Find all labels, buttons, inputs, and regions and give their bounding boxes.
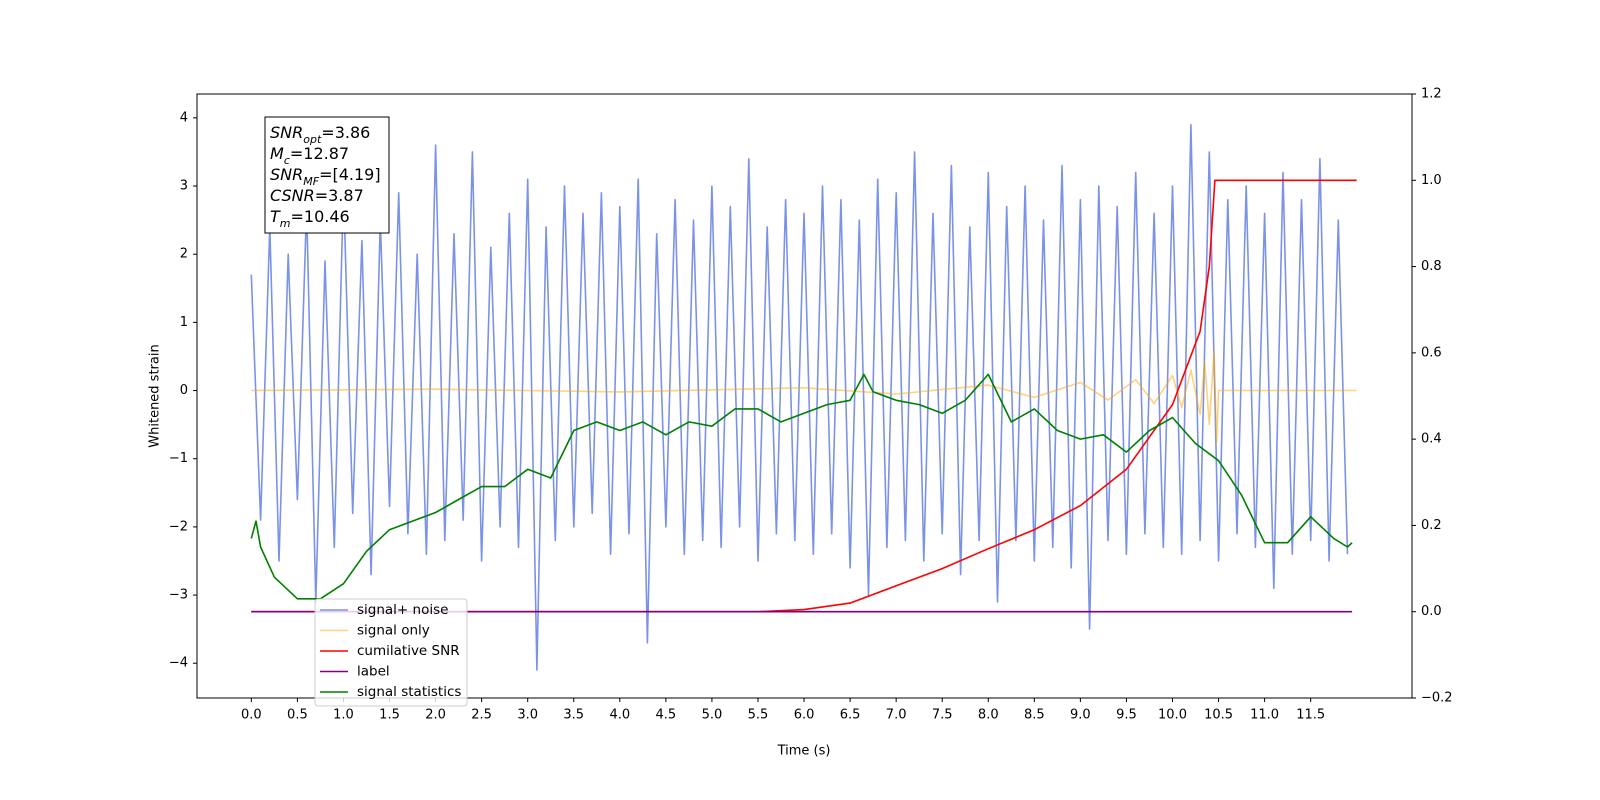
x-tick-label: 9.0 xyxy=(1070,708,1091,723)
annotation-value: =[4.19] xyxy=(319,165,381,184)
y-tick-label: 1 xyxy=(180,315,188,330)
x-tick-label: 9.5 xyxy=(1116,708,1137,723)
annotation: CSNR=3.87 xyxy=(270,186,364,205)
annotation-subscript: m xyxy=(280,217,291,230)
x-tick-label: 4.5 xyxy=(656,708,677,723)
x-tick-label: 1.0 xyxy=(333,708,354,723)
y-tick-label: 0 xyxy=(180,383,188,398)
series-line xyxy=(251,350,1357,443)
x-tick-label: 11.0 xyxy=(1250,708,1279,723)
x-tick-label: 6.5 xyxy=(840,708,861,723)
annotation: SNRopt=3.86 xyxy=(270,123,370,146)
y-tick-label: −4 xyxy=(169,656,188,671)
y-tick-label: 4 xyxy=(180,110,188,125)
annotation-subscript: opt xyxy=(303,133,322,146)
annotation-subscript: MF xyxy=(303,175,319,188)
legend-label: cumilative SNR xyxy=(357,643,460,659)
annotation-symbol: M xyxy=(270,144,284,163)
legend-label: signal+ noise xyxy=(357,602,448,618)
annotation: Mc=12.87 xyxy=(270,144,349,167)
x-tick-label: 5.0 xyxy=(702,708,723,723)
y2-tick-label: 1.0 xyxy=(1421,173,1442,188)
annotation-value: =3.86 xyxy=(321,123,370,142)
x-tick-label: 10.0 xyxy=(1158,708,1187,723)
annotation-symbol: SNR xyxy=(270,165,303,184)
y-tick-label: 2 xyxy=(180,247,188,262)
annotation: SNRMF=[4.19] xyxy=(270,165,381,188)
annotation: Tm=10.46 xyxy=(270,207,350,230)
y2-tick-label: 0.0 xyxy=(1421,604,1442,619)
x-tick-label: 0.0 xyxy=(241,708,262,723)
x-tick-label: 2.5 xyxy=(471,708,492,723)
x-tick-label: 3.0 xyxy=(517,708,538,723)
series-line xyxy=(250,373,1353,600)
x-tick-label: 7.0 xyxy=(886,708,907,723)
annotation-box xyxy=(264,116,390,234)
x-tick-label: 11.5 xyxy=(1296,708,1325,723)
annotation-symbol: SNR xyxy=(270,123,303,142)
y2-tick-label: 0.4 xyxy=(1421,432,1442,447)
x-tick-label: 4.0 xyxy=(609,708,630,723)
annotation-symbol: CSNR xyxy=(270,186,315,205)
y-tick-label: 3 xyxy=(180,179,188,194)
x-axis-label: Time (s) xyxy=(777,744,831,759)
legend-label: signal only xyxy=(357,623,430,639)
y2-tick-label: 0.2 xyxy=(1421,518,1442,533)
y2-tick-label: 0.8 xyxy=(1421,259,1442,274)
x-tick-label: 7.5 xyxy=(932,708,953,723)
legend-box xyxy=(314,598,468,707)
legend-label: label xyxy=(357,664,390,680)
x-tick-label: 5.5 xyxy=(748,708,769,723)
y-axis-label: Whitened strain xyxy=(148,344,163,447)
y2-tick-label: 0.6 xyxy=(1421,345,1442,360)
annotation-value: =10.46 xyxy=(291,207,350,226)
x-tick-label: 2.0 xyxy=(425,708,446,723)
x-tick-label: 0.5 xyxy=(287,708,308,723)
x-tick-label: 6.0 xyxy=(794,708,815,723)
series-line xyxy=(250,123,1349,671)
x-tick-label: 1.5 xyxy=(379,708,400,723)
annotation-value: =3.87 xyxy=(315,186,364,205)
legend-label: signal statistics xyxy=(357,684,461,700)
x-tick-label: 8.0 xyxy=(978,708,999,723)
annotation-subscript: c xyxy=(284,154,290,167)
x-tick-label: 3.5 xyxy=(563,708,584,723)
x-tick-label: 10.5 xyxy=(1204,708,1233,723)
y-tick-label: −1 xyxy=(169,451,188,466)
annotation-value: =12.87 xyxy=(290,144,349,163)
series-line xyxy=(251,179,1357,613)
annotation-symbol: T xyxy=(270,207,281,226)
y-tick-label: −3 xyxy=(169,588,188,603)
x-tick-label: 8.5 xyxy=(1024,708,1045,723)
y2-tick-label: −0.2 xyxy=(1421,691,1453,706)
y-tick-label: −2 xyxy=(169,519,188,534)
y2-tick-label: 1.2 xyxy=(1421,87,1442,102)
